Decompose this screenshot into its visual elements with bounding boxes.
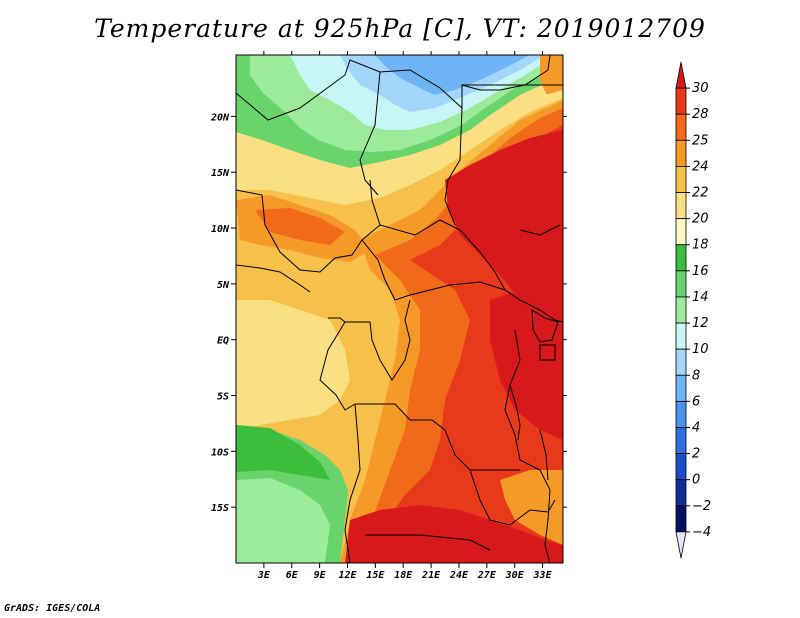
colorbar-cell — [675, 505, 687, 533]
colorbar-cell — [675, 270, 687, 298]
boundary-chad-sudan — [444, 107, 463, 226]
boundary-car-north — [361, 239, 506, 301]
boundary-nigeria — [236, 179, 381, 273]
colorbar-top-triangle — [675, 61, 687, 89]
colorbar-cell — [675, 322, 687, 350]
field-20c-coast — [236, 300, 350, 430]
boundary-drc-south — [355, 403, 520, 471]
country-boundaries — [236, 55, 563, 563]
lon-tick-label: 21E — [421, 570, 441, 581]
coast-angola — [344, 403, 361, 563]
map-frame — [235, 54, 564, 564]
colorbar-label: −2 — [692, 499, 711, 514]
colorbar-label: 10 — [692, 342, 709, 357]
colorbar-label: 18 — [692, 238, 709, 253]
colorbar-label: 25 — [692, 133, 709, 148]
colorbar-cell — [675, 166, 687, 193]
temperature-field — [236, 55, 563, 563]
lat-tick-label: 5S — [217, 392, 229, 403]
lat-tick-label: 20N — [210, 112, 230, 123]
colorbar-label: 0 — [692, 473, 700, 488]
field-12c-southwest — [236, 478, 330, 563]
field-24c-ne-strip — [540, 55, 563, 98]
boundary-congo-gabon — [328, 299, 411, 381]
colorbar-cell — [675, 113, 687, 141]
lat-tick-label: 10S — [211, 447, 229, 458]
boundary-east-lakes — [504, 329, 521, 461]
field-18c-southwest — [236, 425, 330, 480]
lon-tick-label: 30E — [505, 570, 525, 581]
lat-tick-label: 15N — [211, 168, 230, 179]
lon-tick-label: 15E — [366, 570, 385, 581]
field-6c-north — [375, 55, 530, 95]
colorbar-cell — [675, 348, 687, 376]
lon-tick-label: 24E — [449, 570, 469, 581]
colorbar-label: 6 — [692, 394, 700, 409]
colorbar-label: 4 — [692, 420, 700, 435]
colorbar-cell — [675, 192, 687, 220]
field-25c-west — [255, 208, 345, 245]
lon-tick-label: 6E — [286, 570, 299, 581]
colorbar-cell — [675, 453, 687, 481]
colorbar-cell — [675, 218, 687, 246]
colorbar-label: 22 — [692, 186, 709, 201]
boundary-niger-chad-west — [359, 71, 381, 196]
grads-credit: GrADS: IGES/COLA — [4, 603, 101, 614]
boundary-zambia — [469, 469, 556, 526]
colorbar-bottom-triangle — [675, 531, 687, 559]
boundary-ethiopia — [519, 224, 561, 236]
lon-tick-label: 12E — [338, 570, 357, 581]
lake-tanganyika — [509, 384, 521, 441]
colorbar-label: 20 — [692, 212, 709, 227]
lake-victoria — [531, 309, 559, 343]
lon-tick-label: 18E — [394, 570, 413, 581]
colorbar-label: 8 — [692, 368, 700, 383]
map-axes: 3E 6E 9E 12E 15E 18E 21E 24E 27E 30E 33E 20N 15N 10N 5… — [210, 51, 567, 581]
lake-kyoga — [539, 344, 556, 361]
lon-tick-label: 3E — [257, 570, 271, 581]
lon-tick-label: 33E — [533, 570, 553, 581]
colorbar-label: 30 — [692, 81, 709, 96]
coast-gulf-of-guinea — [236, 264, 311, 293]
colorbar-cell — [675, 87, 687, 115]
field-30c-northeast — [445, 130, 563, 320]
lat-tick-label: 10N — [211, 224, 230, 235]
field-30c-south — [345, 505, 563, 563]
lat-tick-label: EQ — [217, 336, 229, 347]
lon-tick-label: 9E — [314, 570, 327, 581]
lat-tick-label: 5N — [217, 280, 230, 291]
colorbar-label: −4 — [692, 525, 711, 540]
boundary-mozambique — [519, 459, 551, 563]
colorbar-label: 28 — [692, 107, 709, 122]
colorbar-label: 24 — [692, 159, 709, 174]
colorbar-cell — [675, 244, 687, 272]
colorbar-cell — [675, 374, 687, 402]
boundary-angola-namibia — [365, 534, 491, 551]
colorbar-label: 16 — [692, 264, 709, 279]
field-30c-east — [490, 290, 563, 440]
colorbar-label: 2 — [692, 447, 700, 462]
coast-gabon-congo — [319, 321, 356, 411]
lake-malawi — [539, 429, 549, 481]
colorbar-cell — [675, 296, 687, 324]
coast-red-sea — [461, 55, 551, 91]
colorbar-cell — [675, 400, 687, 428]
lon-tick-label: 27E — [477, 570, 497, 581]
lat-tick-label: 15S — [211, 503, 229, 514]
colorbar-cell — [675, 479, 687, 507]
boundary-south-sudan-east — [504, 289, 563, 323]
map-title: Temperature at 925hPa [C], VT: 201901270… — [94, 14, 706, 43]
colorbar-label: 12 — [692, 316, 709, 331]
boundary-car-sudan — [379, 219, 506, 291]
colorbar-cell — [675, 427, 687, 454]
colorbar-label: 14 — [692, 290, 709, 305]
colorbar-cell — [675, 139, 687, 167]
